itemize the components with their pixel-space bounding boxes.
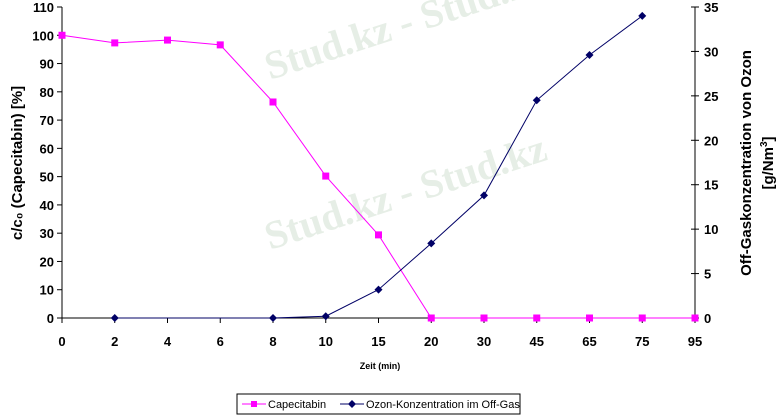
- legend-marker-capecitabin: [251, 401, 257, 407]
- y-tick-label: 10: [40, 283, 54, 298]
- data-point-capecitabin: [586, 314, 593, 322]
- x-tick-label: 45: [530, 334, 544, 349]
- data-point-capecitabin: [638, 314, 646, 322]
- y2-tick-label: 0: [704, 311, 711, 326]
- data-point-capecitabin: [375, 231, 382, 239]
- y-tick-label: 60: [40, 141, 54, 156]
- y2-tick-label: 30: [704, 44, 718, 59]
- data-point-ozon: [638, 11, 647, 20]
- y-tick-label: 30: [40, 226, 54, 241]
- series-line-1: [114, 15, 643, 319]
- y2-tick-label: 35: [704, 0, 718, 15]
- data-point-ozon: [427, 239, 436, 248]
- y-tick-label: 20: [40, 254, 54, 269]
- x-tick-label: 2: [111, 334, 118, 349]
- x-tick-label: 4: [164, 334, 172, 349]
- data-point-ozon: [269, 314, 277, 322]
- y-tick-label: 100: [32, 28, 54, 43]
- y-tick-label: 0: [47, 311, 54, 326]
- x-tick-label: 6: [217, 334, 224, 349]
- data-point-capecitabin: [111, 39, 119, 47]
- x-tick-label: 0: [58, 334, 65, 349]
- data-point-capecitabin: [216, 41, 224, 49]
- data-point-capecitabin: [322, 172, 330, 180]
- y-axis-label: c/c₀ (Capecitabin) [%]: [9, 86, 26, 240]
- y-tick-label: 40: [40, 198, 54, 213]
- data-point-capecitabin: [533, 314, 541, 322]
- y-tick-label: 90: [40, 57, 54, 72]
- y2-axis-label: Off-Gaskonzentration von Ozon: [738, 50, 755, 276]
- x-tick-label: 75: [635, 334, 649, 349]
- watermark: Stud.kz - Stud.kz: [259, 0, 552, 89]
- data-point-ozon: [532, 96, 541, 105]
- legend-marker-ozon: [348, 400, 356, 408]
- data-point-ozon: [480, 191, 488, 200]
- x-tick-label: 10: [319, 334, 333, 349]
- data-point-ozon: [110, 314, 119, 322]
- y-tick-label: 110: [33, 0, 54, 15]
- x-tick-label: 20: [424, 334, 438, 349]
- y2-tick-label: 5: [704, 267, 711, 282]
- x-tick-label: 65: [582, 334, 596, 349]
- y-tick-label: 50: [40, 170, 54, 185]
- x-tick-label: 8: [269, 334, 276, 349]
- data-point-capecitabin: [691, 314, 699, 322]
- x-tick-label: 15: [371, 334, 385, 349]
- legend-label-ozon: Ozon-Konzentration im Off-Gas: [366, 399, 520, 411]
- data-point-capecitabin: [58, 31, 66, 39]
- data-point-ozon: [321, 312, 330, 321]
- data-point-capecitabin: [480, 314, 488, 322]
- y-tick-label: 70: [40, 113, 54, 128]
- data-point-capecitabin: [427, 314, 435, 322]
- y2-tick-label: 25: [704, 89, 718, 104]
- data-point-ozon: [374, 285, 383, 294]
- y-tick-label: 80: [40, 85, 54, 100]
- watermark: Stud.kz - Stud.kz: [259, 125, 552, 258]
- x-axis-label: Zeit (min): [360, 361, 401, 371]
- data-point-capecitabin: [164, 36, 171, 44]
- data-point-capecitabin: [269, 98, 277, 106]
- y2-tick-label: 20: [704, 133, 718, 148]
- y2-tick-label: 10: [704, 222, 718, 237]
- data-point-ozon: [585, 50, 594, 59]
- x-tick-label: 30: [477, 334, 491, 349]
- x-tick-label: 95: [688, 334, 702, 349]
- y2-tick-label: 15: [704, 178, 718, 193]
- legend-label-capecitabin: Capecitabin: [268, 399, 326, 411]
- y2-axis-label-unit: [g/Nm3]: [759, 136, 777, 189]
- legend: Capecitabin Ozon-Konzentration im Off-Ga…: [236, 393, 521, 415]
